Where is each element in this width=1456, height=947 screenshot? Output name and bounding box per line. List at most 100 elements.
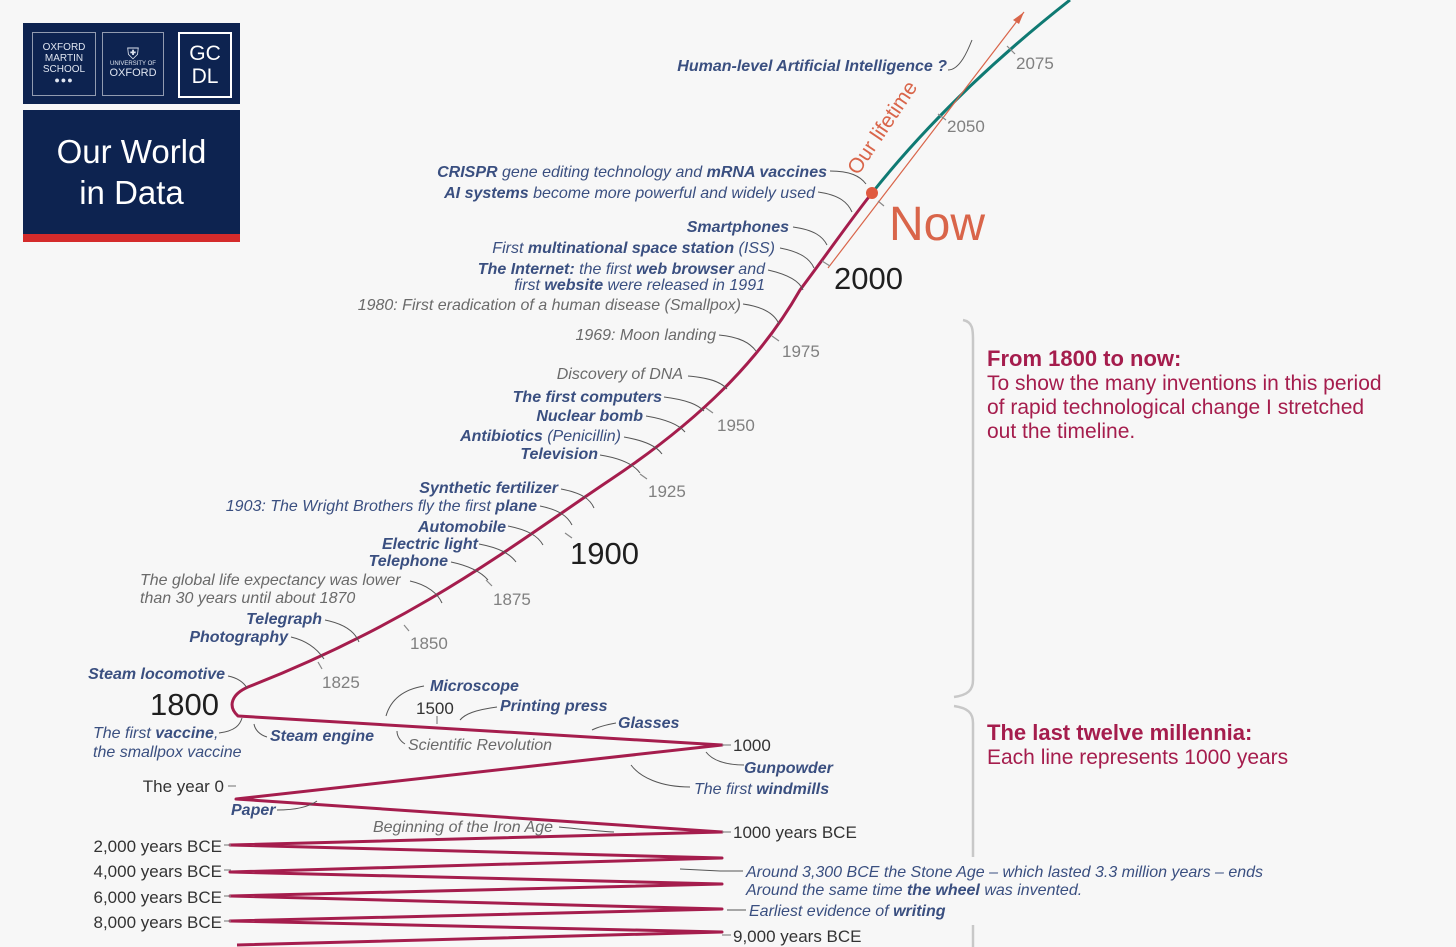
event-smartphones: Smartphones <box>687 219 789 236</box>
event-electric-light: Electric light <box>382 536 479 553</box>
antibiotics-label: Antibiotics <box>459 428 543 445</box>
logo-red-bar <box>23 234 240 242</box>
event-internet: The Internet: the first web browser and <box>478 261 766 278</box>
event-iss: First multinational space station (ISS) <box>492 240 775 257</box>
year-0: The year 0 <box>143 777 224 796</box>
owid-title: Our World in Data <box>23 110 240 234</box>
crest-icon: ⛨ <box>126 46 139 63</box>
dots-icon: ●●● <box>54 75 74 85</box>
website-post: were released in 1991 <box>603 277 765 294</box>
millennia-ticks <box>224 744 731 936</box>
vaccine-pre: The first <box>93 725 155 742</box>
year-ticks <box>317 45 1016 670</box>
iss-pre: First <box>492 240 528 257</box>
writing-label: writing <box>893 903 946 920</box>
event-telephone: Telephone <box>369 553 449 570</box>
now-label: Now <box>889 198 985 251</box>
event-television: Television <box>520 446 598 463</box>
year-1850: 1850 <box>410 634 448 653</box>
leader-lines <box>218 39 973 911</box>
website-pre: first <box>514 277 544 294</box>
year-1950: 1950 <box>717 416 755 435</box>
event-iron-age: Beginning of the Iron Age <box>373 819 553 836</box>
year-1500: 1500 <box>416 699 454 718</box>
writing-pre: Earliest evidence of <box>749 903 893 920</box>
year-2000: 2000 <box>834 261 903 296</box>
event-wheel: Around the same time the wheel was inven… <box>745 882 1082 899</box>
crispr-label: CRISPR <box>437 164 498 181</box>
gcdl-logo: GC DL <box>178 32 232 98</box>
mrna-label: mRNA vaccines <box>707 164 827 181</box>
event-glasses: Glasses <box>618 715 679 732</box>
event-steam-engine: Steam engine <box>270 728 374 745</box>
event-printing-press: Printing press <box>500 698 608 715</box>
our-lifetime-label: Our lifetime <box>843 77 922 179</box>
event-ai-systems: AI systems become more powerful and wide… <box>443 185 816 202</box>
now-tick <box>877 200 885 207</box>
event-human-level-ai: Human-level Artificial Intelligence ? <box>677 58 947 75</box>
event-steam-locomotive: Steam locomotive <box>88 666 225 683</box>
year-2075: 2075 <box>1016 54 1054 73</box>
year-1800: 1800 <box>150 687 219 722</box>
oxford-martin-school-logo: OXFORD MARTIN SCHOOL ●●● <box>32 32 96 96</box>
event-wright-brothers: 1903: The Wright Brothers fly the first … <box>226 498 537 515</box>
year-1000: 1000 <box>733 736 771 755</box>
event-nuclear: Nuclear bomb <box>536 408 643 425</box>
event-microscope: Microscope <box>430 678 519 695</box>
wheel-label: the wheel <box>907 882 980 899</box>
iss-label: multinational space station <box>528 240 734 257</box>
event-moon: 1969: Moon landing <box>575 327 716 344</box>
iss-post: (ISS) <box>734 240 775 257</box>
event-vaccine: The first vaccine, <box>93 725 218 742</box>
event-life-expectancy-2: than 30 years until about 1870 <box>140 590 355 607</box>
now-dot <box>866 187 878 199</box>
event-vaccine-line2: the smallpox vaccine <box>93 744 242 761</box>
period-1800-line3: out the timeline. <box>987 420 1135 443</box>
year-1875: 1875 <box>493 590 531 609</box>
event-telegraph: Telegraph <box>246 611 322 628</box>
antibiotics-rest: (Penicillin) <box>543 428 621 445</box>
internet-label: The Internet: <box>478 261 575 278</box>
year-6000-bce: 6,000 years BCE <box>93 888 222 907</box>
owid-logo: OXFORD MARTIN SCHOOL ●●● ⛨ UNIVERSITY OF… <box>23 23 240 242</box>
event-fertilizer: Synthetic fertilizer <box>419 480 558 497</box>
event-writing: Earliest evidence of writing <box>749 903 946 920</box>
event-photography: Photography <box>189 629 289 646</box>
year-1825: 1825 <box>322 673 360 692</box>
period-millennia-line: Each line represents 1000 years <box>987 746 1288 769</box>
wright-pre: 1903: The Wright Brothers fly the first <box>226 498 495 515</box>
windmills-label: windmills <box>756 781 829 798</box>
brace-1800-now <box>953 318 975 699</box>
vaccine-post: , <box>214 725 218 742</box>
period-millennia-title: The last twelve millennia: <box>987 720 1252 745</box>
ai-systems-label: AI systems <box>443 185 529 202</box>
year-1975: 1975 <box>782 342 820 361</box>
event-life-expectancy-1: The global life expectancy was lower <box>140 572 401 589</box>
year-9000-bce: 9,000 years BCE <box>733 927 862 946</box>
event-paper: Paper <box>231 802 276 819</box>
event-antibiotics: Antibiotics (Penicillin) <box>459 428 621 445</box>
timeline-path <box>228 192 874 947</box>
event-stone-age: Around 3,300 BCE the Stone Age – which l… <box>745 864 1263 881</box>
year-2000-bce: 2,000 years BCE <box>93 837 222 856</box>
event-gunpowder: Gunpowder <box>744 760 834 777</box>
event-smallpox: 1980: First eradication of a human disea… <box>358 297 741 314</box>
year-1925: 1925 <box>648 482 686 501</box>
future-curve <box>870 0 1071 194</box>
year-2050: 2050 <box>947 117 985 136</box>
lifetime-arrow-head <box>1013 12 1024 24</box>
period-1800-title: From 1800 to now: <box>987 346 1181 371</box>
wheel-pre: Around the same time <box>745 882 907 899</box>
partner-logos: OXFORD MARTIN SCHOOL ●●● ⛨ UNIVERSITY OF… <box>23 23 240 104</box>
crispr-mid: gene editing technology and <box>498 164 707 181</box>
oxford-university-logo: ⛨ UNIVERSITY OF OXFORD <box>102 32 164 96</box>
windmills-pre: The first <box>694 781 756 798</box>
year-4000-bce: 4,000 years BCE <box>93 862 222 881</box>
event-windmills: The first windmills <box>694 781 829 798</box>
event-dna: Discovery of DNA <box>557 366 683 383</box>
web-browser-label: web browser <box>636 261 735 278</box>
website-label: website <box>544 277 603 294</box>
event-automobile: Automobile <box>417 519 506 536</box>
year-1900: 1900 <box>570 536 639 571</box>
